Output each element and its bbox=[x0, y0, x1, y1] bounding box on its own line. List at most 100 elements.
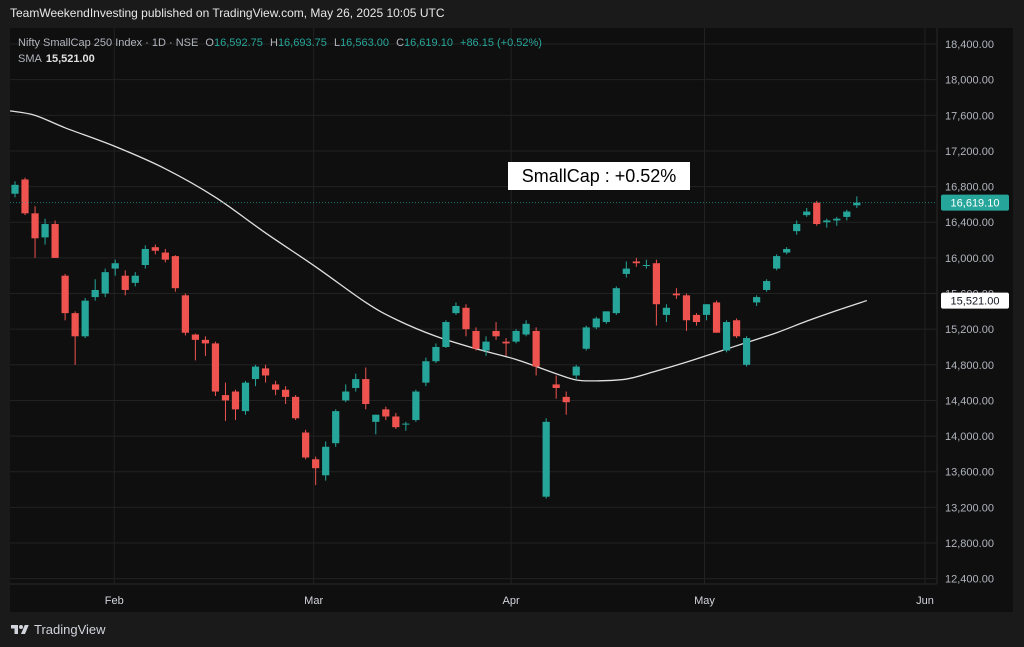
candle bbox=[382, 406, 390, 421]
candle-body bbox=[382, 409, 390, 417]
candle bbox=[582, 325, 590, 351]
x-tick-label: Apr bbox=[503, 595, 520, 607]
x-tick-label: May bbox=[694, 595, 715, 607]
candlestick-chart[interactable]: 12,400.00 12,800.00 13,200.00 13,600.00 14,0… bbox=[10, 28, 1013, 612]
candle bbox=[342, 384, 350, 403]
annotation-layer: SmallCap : +0.52% bbox=[508, 162, 690, 190]
candle-body bbox=[332, 411, 340, 444]
candle bbox=[783, 247, 791, 255]
candle bbox=[111, 259, 119, 276]
y-axis: 12,400.00 12,800.00 13,200.00 13,600.00 14,0… bbox=[945, 39, 994, 586]
low-label: L bbox=[333, 37, 341, 49]
candle bbox=[211, 341, 220, 396]
candle-body bbox=[642, 265, 650, 267]
sma-price-tag-text: 15,521.00 bbox=[951, 296, 1000, 308]
candle bbox=[813, 200, 821, 226]
candle-body bbox=[552, 384, 560, 388]
candle-body bbox=[432, 346, 440, 362]
candle-body bbox=[472, 330, 480, 349]
candle bbox=[292, 395, 300, 421]
candle bbox=[512, 329, 520, 344]
candle bbox=[151, 244, 159, 255]
candle bbox=[632, 257, 640, 267]
candle-body bbox=[71, 313, 79, 337]
candle-body bbox=[91, 289, 99, 298]
candle-body bbox=[742, 338, 751, 365]
candle-body bbox=[542, 421, 550, 497]
last-price-tag-bg bbox=[941, 194, 1009, 211]
last-price-tag: 16,619.10 bbox=[941, 194, 1009, 211]
candle bbox=[332, 409, 340, 447]
grid-lines bbox=[10, 28, 938, 585]
candle-body bbox=[322, 446, 330, 476]
candle-body bbox=[442, 322, 450, 347]
candle bbox=[41, 218, 49, 245]
annotation-box bbox=[508, 162, 690, 190]
sma-price-tag: 15,521.00 bbox=[941, 292, 1009, 309]
candle bbox=[682, 293, 691, 331]
candle bbox=[492, 322, 500, 340]
candle bbox=[642, 259, 650, 269]
candle bbox=[702, 304, 711, 321]
candle bbox=[803, 207, 811, 217]
candle bbox=[472, 327, 480, 351]
candle-body bbox=[81, 300, 89, 337]
candle-body bbox=[612, 288, 620, 314]
high-label: H bbox=[269, 37, 278, 49]
candle-body bbox=[622, 268, 630, 274]
tradingview-logo-icon bbox=[11, 624, 29, 634]
symbol-label[interactable]: Nifty SmallCap 250 Index · 1D · NSE bbox=[18, 37, 199, 49]
candle-body bbox=[452, 306, 460, 314]
candle-body bbox=[402, 423, 410, 425]
candle bbox=[161, 248, 169, 263]
candle-body bbox=[853, 202, 861, 206]
candle-body bbox=[141, 248, 149, 266]
candle bbox=[712, 300, 721, 333]
candle bbox=[522, 320, 530, 337]
candle bbox=[101, 268, 109, 298]
candle bbox=[281, 386, 290, 405]
candle-body bbox=[813, 202, 821, 225]
y-tick-label: 15,200.00 bbox=[945, 324, 994, 336]
candle-body bbox=[702, 304, 711, 315]
candle-body bbox=[241, 382, 250, 412]
change-value: +86.15 (+0.52%) bbox=[460, 37, 542, 49]
candle-body bbox=[823, 220, 831, 223]
y-tick-label: 14,000.00 bbox=[945, 431, 994, 443]
y-tick-label: 16,400.00 bbox=[945, 217, 994, 229]
candle bbox=[81, 297, 89, 339]
sma-label[interactable]: SMA bbox=[18, 53, 42, 65]
close-value: 16,619.10 bbox=[404, 37, 453, 49]
candle-body bbox=[512, 330, 520, 342]
candle bbox=[462, 304, 470, 337]
y-tick-label: 17,600.00 bbox=[945, 110, 994, 122]
candle bbox=[21, 177, 29, 216]
candle-body bbox=[231, 391, 240, 410]
candle bbox=[572, 364, 580, 380]
candle-body bbox=[171, 256, 179, 289]
candle bbox=[412, 389, 420, 422]
candle bbox=[552, 375, 560, 399]
x-axis: Feb Mar Apr May Jun bbox=[105, 595, 934, 607]
candle bbox=[392, 412, 400, 429]
candle bbox=[31, 206, 39, 258]
candle-body bbox=[582, 327, 590, 349]
candle bbox=[742, 336, 751, 367]
candle bbox=[753, 295, 761, 306]
candle bbox=[602, 311, 610, 324]
candle bbox=[352, 373, 360, 392]
candle-body bbox=[111, 263, 119, 269]
candle-body bbox=[181, 295, 189, 333]
candle-body bbox=[372, 414, 380, 422]
candle-body bbox=[462, 307, 470, 330]
y-tick-label: 18,000.00 bbox=[945, 75, 994, 87]
candle bbox=[271, 380, 280, 396]
candle bbox=[452, 302, 460, 315]
candle bbox=[763, 279, 771, 292]
candle-body bbox=[191, 334, 200, 340]
sma-price-tag-bg bbox=[941, 292, 1009, 309]
candle bbox=[442, 320, 450, 348]
candle bbox=[722, 320, 731, 353]
candle-body bbox=[482, 341, 490, 351]
candle-body bbox=[342, 391, 350, 401]
